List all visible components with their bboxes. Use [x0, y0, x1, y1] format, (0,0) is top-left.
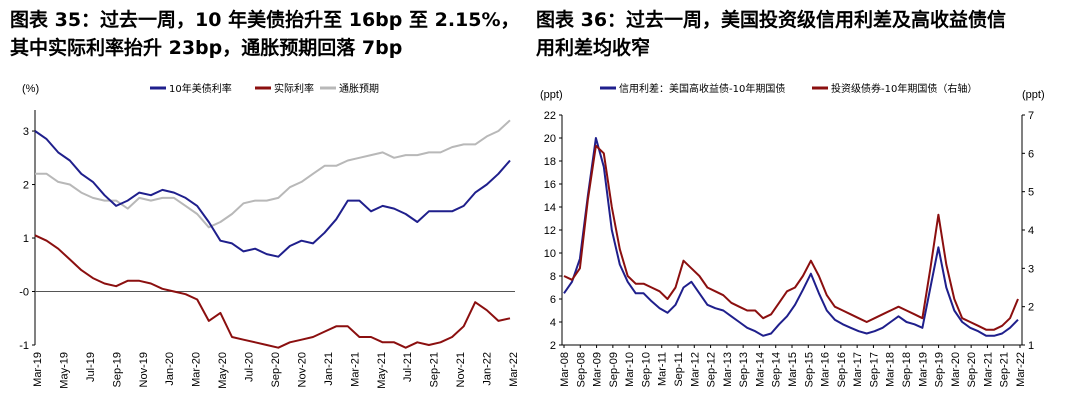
right-xtick-label: Sep-21	[999, 352, 1011, 387]
left-xtick-label: May-20	[217, 352, 229, 389]
right-ytick-right-label: 6	[1028, 148, 1034, 160]
right-xtick-label: Sep-15	[803, 352, 815, 387]
right-title-line1: 图表 36：过去一周，美国投资级信用利差及高收益债信	[536, 9, 1007, 31]
right-xtick-label: Mar-16	[820, 352, 832, 387]
left-unit-label: (%)	[22, 83, 39, 95]
left-series-line-1	[34, 234, 511, 349]
left-xtick-label: May-21	[376, 352, 388, 389]
left-xtick-label: Jan-22	[482, 352, 494, 386]
right-ytick-left-label: 20	[544, 133, 556, 145]
left-legend-label-2: 通胀预期	[339, 83, 379, 95]
right-xtick-label: Sep-08	[575, 352, 587, 387]
right-xtick-label: Sep-10	[640, 352, 652, 387]
left-ytick-label: 3	[23, 126, 29, 138]
right-xtick-label: Mar-09	[592, 352, 604, 387]
left-xtick-label: Sep-21	[429, 352, 441, 387]
left-chart-title: 图表 35：过去一周，10 年美债抬升至 16bp 至 2.15%， 其中实际利…	[10, 6, 530, 62]
left-ytick-label: 2	[23, 180, 29, 192]
right-ytick-left-label: 16	[544, 179, 556, 191]
right-xtick-label: Mar-12	[689, 352, 701, 387]
right-xtick-label: Sep-14	[771, 352, 783, 387]
right-xtick-label: Mar-14	[754, 352, 766, 387]
left-xtick-label: Jan-20	[164, 352, 176, 386]
right-xtick-label: Mar-17	[852, 352, 864, 387]
left-xtick-label: Jan-21	[323, 352, 335, 386]
right-ytick-left-label: 12	[544, 225, 556, 237]
right-xtick-label: Sep-12	[706, 352, 718, 387]
right-ytick-right-label: 2	[1028, 302, 1034, 314]
left-ytick-label: -0	[19, 287, 29, 299]
right-xtick-label: Mar-11	[657, 352, 669, 386]
right-xtick-label: Sep-20	[966, 352, 978, 387]
right-legend-label-1: 投资级债券-10年期国债（右轴）	[831, 82, 977, 95]
left-xtick-label: Jul-20	[244, 352, 256, 382]
right-unit-left: (ppt)	[540, 89, 563, 101]
right-ytick-left-label: 6	[550, 294, 556, 306]
right-xtick-label: Mar-13	[722, 352, 734, 387]
left-xtick-label: Nov-21	[455, 352, 467, 387]
left-xtick-label: Sep-19	[111, 352, 123, 387]
right-chart-title: 图表 36：过去一周，美国投资级信用利差及高收益债信 用利差均收窄	[536, 6, 1061, 62]
right-xtick-label: Sep-09	[608, 352, 620, 387]
left-ytick-label: -1	[19, 340, 29, 352]
left-xtick-label: Nov-20	[296, 352, 308, 387]
right-xtick-label: Sep-13	[738, 352, 750, 387]
right-xtick-label: Mar-19	[917, 352, 929, 387]
right-xtick-label: Sep-11	[673, 352, 685, 387]
left-xtick-label: Jul-19	[85, 352, 97, 382]
right-xtick-label: Sep-19	[934, 352, 946, 387]
right-ytick-left-label: 10	[544, 248, 556, 260]
right-ytick-right-label: 1	[1028, 340, 1034, 352]
left-series-line-2	[35, 119, 511, 229]
right-xtick-label: Mar-08	[559, 352, 571, 387]
right-xtick-label: Sep-17	[868, 352, 880, 387]
left-xtick-label: Mar-20	[191, 352, 203, 387]
left-xtick-label: Mar-21	[349, 352, 361, 387]
left-title-line1: 图表 35：过去一周，10 年美债抬升至 16bp 至 2.15%，	[10, 9, 520, 31]
right-ytick-left-label: 22	[544, 110, 556, 122]
right-legend-label-0: 信用利差：美国高收益债-10年期国债	[619, 82, 785, 95]
right-xtick-label: Mar-22	[1015, 352, 1027, 387]
right-series-line-1	[563, 144, 1019, 331]
left-legend-label-1: 实际利率	[274, 82, 314, 95]
left-xtick-label: Mar-19	[32, 352, 44, 387]
right-xtick-label: Sep-16	[836, 352, 848, 387]
right-ytick-left-label: 18	[544, 156, 556, 168]
right-xtick-label: Mar-21	[982, 352, 994, 387]
left-title-line2: 其中实际利率抬升 23bp，通胀预期回落 7bp	[10, 37, 403, 59]
right-ytick-right-label: 5	[1028, 187, 1034, 199]
right-series-line-0	[563, 137, 1019, 337]
left-series-line-0	[34, 130, 511, 258]
right-ytick-left-label: 8	[550, 271, 556, 283]
right-ytick-left-label: 4	[550, 317, 556, 329]
right-xtick-label: Mar-20	[950, 352, 962, 387]
right-ytick-right-label: 3	[1028, 263, 1034, 275]
right-xtick-label: Sep-18	[901, 352, 913, 387]
left-xtick-label: Jul-21	[402, 352, 414, 382]
left-xtick-label: Nov-19	[138, 352, 150, 387]
right-ytick-left-label: 2	[550, 340, 556, 352]
left-legend-label-0: 10年美债利率	[169, 82, 232, 95]
right-unit-right: (ppt)	[1022, 89, 1045, 101]
left-ytick-label: 1	[23, 233, 29, 245]
right-title-line2: 用利差均收窄	[536, 37, 651, 59]
right-xtick-label: Mar-18	[885, 352, 897, 387]
left-xtick-label: Sep-20	[270, 352, 282, 387]
right-ytick-left-label: 14	[544, 202, 556, 214]
left-xtick-label: May-19	[58, 352, 70, 389]
right-xtick-label: Mar-10	[624, 352, 636, 387]
right-ytick-right-label: 7	[1028, 110, 1034, 122]
right-xtick-label: Mar-15	[787, 352, 799, 387]
right-ytick-right-label: 4	[1028, 225, 1034, 237]
left-xtick-label: Mar-22	[508, 352, 520, 387]
